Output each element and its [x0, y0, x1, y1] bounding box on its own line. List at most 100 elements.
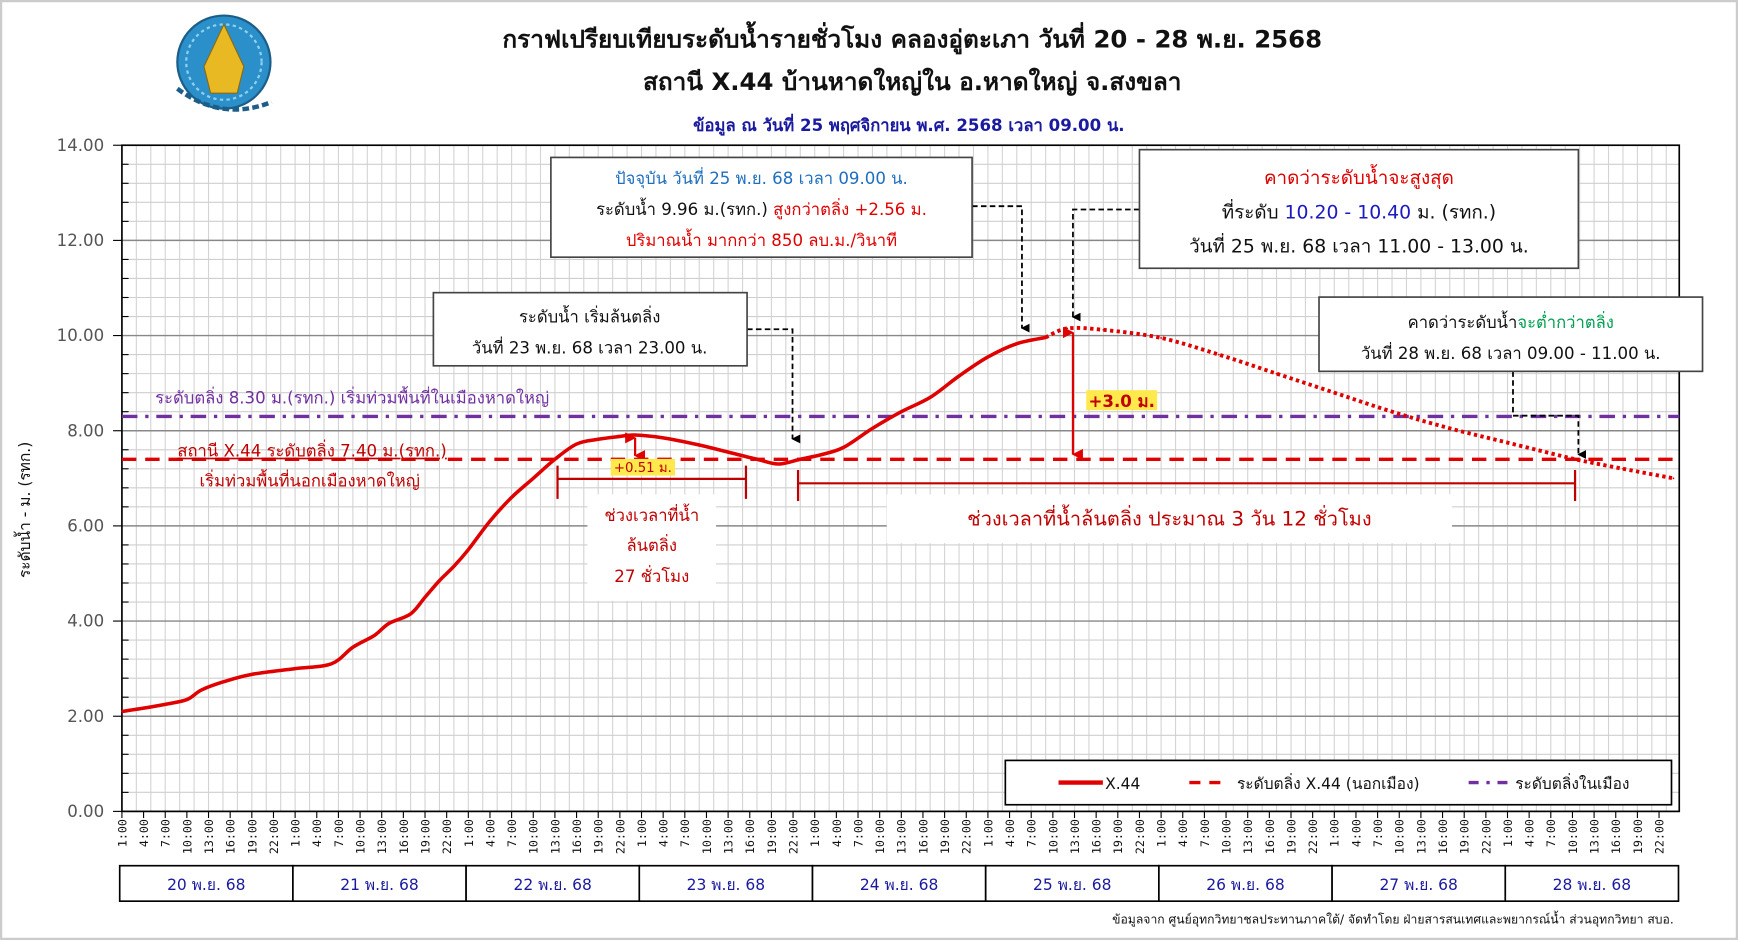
x-tick-label: 19:00 [1111, 819, 1125, 854]
city-bank-label: ระดับตลิ่ง 8.30 ม.(รทก.) เริ่มท่วมพื้นที… [155, 385, 549, 407]
x-tick-label: 10:00 [700, 819, 714, 854]
peak-excess-highlight [1086, 390, 1158, 411]
x-tick-label: 10:00 [1219, 819, 1233, 854]
x-tick-label: 22:00 [613, 819, 627, 854]
observed-point [987, 356, 989, 358]
x-tick-label: 1:00 [1328, 819, 1342, 847]
observed-point [900, 410, 903, 413]
observed-point [373, 634, 376, 637]
legend-bank-city-label: ระดับตลิ่งในเมือง [1515, 773, 1629, 793]
observed-point [821, 453, 823, 456]
x-tick-label: 13:00 [375, 819, 389, 854]
series-x44-forecast [1044, 325, 1674, 481]
x-tick-label: 16:00 [743, 819, 757, 854]
observed-point [842, 446, 845, 449]
peak-level-unit: ม. (รทก.) [1411, 202, 1496, 223]
data-as-of: ข้อมูล ณ วันที่ 25 พฤศจิกายน พ.ศ. 2568 เ… [693, 113, 1124, 137]
current-level: ระดับน้ำ 9.96 ม.(รทก.) สูงกว่าตลิ่ง +2.5… [596, 197, 927, 220]
observed-point [200, 689, 203, 691]
legend: X.44 ระดับตลิ่ง X.44 (นอกเมือง) ระดับตลิ… [1004, 759, 1673, 806]
x-tick-label: 16:00 [1609, 819, 1623, 854]
observed-point [452, 565, 455, 568]
x-tick-label: 4:00 [137, 819, 151, 847]
x-tick-label: 4:00 [1523, 819, 1537, 847]
overflow-start-connector [747, 328, 801, 444]
legend-bank-outside-label: ระดับตลิ่ง X.44 (นอกเมือง) [1237, 773, 1420, 793]
date-cell [638, 864, 814, 903]
current-level-value: ระดับน้ำ 9.96 ม.(รทก.) [596, 197, 773, 219]
y-tick-label: 0.00 [67, 802, 104, 821]
observed-point [388, 622, 390, 625]
x-tick-label: 7:00 [1198, 819, 1212, 847]
observed-point [294, 667, 297, 670]
observed-point [185, 698, 188, 701]
x-tick-label: 10:00 [873, 819, 887, 854]
x-tick-label: 4:00 [310, 819, 324, 847]
first-excess-highlight [610, 458, 676, 476]
current-discharge: ปริมาณน้ำ มากกว่า 850 ลบ.ม./วินาที [626, 228, 897, 250]
x-tick-label: 16:00 [1090, 819, 1104, 854]
peak-time: วันที่ 25 พ.ย. 68 เวลา 11.00 - 13.00 น. [1189, 233, 1529, 258]
x-tick-label: 22:00 [786, 819, 800, 854]
x-tick-label: 4:00 [1176, 819, 1190, 847]
x-tick-label: 1:00 [115, 819, 129, 847]
x-tick-label: 13:00 [202, 819, 216, 854]
station-subtitle: สถานี X.44 บ้านหาดใหญ่ใน อ.หาดใหญ่ จ.สงข… [643, 67, 1181, 96]
date-label: 26 พ.ย. 68 [1206, 876, 1284, 894]
observed-point [597, 438, 600, 441]
second-period-bracket [796, 470, 1577, 502]
forecast-point [1102, 328, 1105, 331]
observed-point [633, 434, 636, 436]
forecast-point [1622, 467, 1624, 470]
x-tick-label: 10:00 [354, 819, 368, 854]
first-excess-label: +0.51 ม. [614, 461, 672, 476]
observed-point [958, 375, 960, 377]
observed-point [489, 520, 491, 523]
x-tick-label: 19:00 [938, 819, 952, 854]
first-period-text: ล้นตลิ่ง [626, 534, 677, 555]
station-bank-label: สถานี X.44 ระดับตลิ่ง 7.40 ม.(รทก.) [177, 440, 446, 461]
date-cell [811, 864, 987, 903]
forecast-point [1333, 391, 1336, 394]
x-tick-label: 13:00 [1241, 819, 1255, 854]
date-label: 25 พ.ย. 68 [1033, 876, 1111, 894]
date-cell [465, 864, 641, 903]
x-tick-label: 19:00 [418, 819, 432, 854]
observed-point [467, 548, 470, 551]
axes: 0.00 2.00 4.00 6.00 8.00 10.00 12.00 14.00 [57, 136, 1681, 821]
x-tick-label: 22:00 [1479, 819, 1493, 854]
forecast-point [1448, 427, 1451, 430]
date-row: 20 พ.ย. 68 21 พ.ย. 68 22 พ.ย. 68 23 พ.ย. 68… [118, 864, 1680, 903]
date-label: 21 พ.ย. 68 [340, 876, 418, 894]
x-tick-label: 19:00 [765, 819, 779, 854]
observed-point [330, 662, 333, 665]
peak-heading: คาดว่าระดับน้ำจะสูงสุด [1264, 164, 1454, 190]
peak-level-range: 10.20 - 10.40 [1285, 202, 1412, 223]
peak-level: ที่ระดับ 10.20 - 10.40 ม. (รทก.) [1222, 198, 1496, 223]
observed-point [424, 596, 426, 599]
observed-point [929, 396, 932, 399]
x-tick-label: 10:00 [1393, 819, 1407, 854]
date-cell [1504, 864, 1680, 903]
observed-point [554, 458, 556, 461]
x-tick-label: 1:00 [1155, 819, 1169, 847]
forecast-point [1391, 410, 1393, 413]
date-label: 28 พ.ย. 68 [1553, 876, 1631, 894]
logo [176, 14, 273, 112]
observed-point [409, 613, 412, 615]
x-tick-labels: 1:00 4:00 7:00 10:00 13:00 16:00 19:00 22:00 1:0… [115, 819, 1666, 854]
current-callout: ปัจจุบัน วันที่ 25 พ.ย. 68 เวลา 09.00 น.… [550, 156, 973, 259]
below-bank-heading: คาดว่าระดับน้ำจะต่ำกว่าตลิ่ง [1408, 310, 1614, 332]
observed-point [1015, 342, 1018, 345]
observed-point [222, 681, 224, 683]
y-tick-label: 12.00 [57, 231, 105, 250]
x-tick-label: 7:00 [332, 819, 346, 847]
logo-text-arc [176, 86, 273, 112]
first-period-box [587, 494, 717, 601]
observed-point [438, 579, 441, 582]
station-bank-sublabel: เริ่มท่วมพื้นที่นอกเมืองหาดใหญ่ [200, 469, 420, 491]
x-tick-label: 19:00 [592, 819, 606, 854]
x-tick-label: 10:00 [1046, 819, 1060, 854]
date-label: 27 พ.ย. 68 [1379, 876, 1457, 894]
